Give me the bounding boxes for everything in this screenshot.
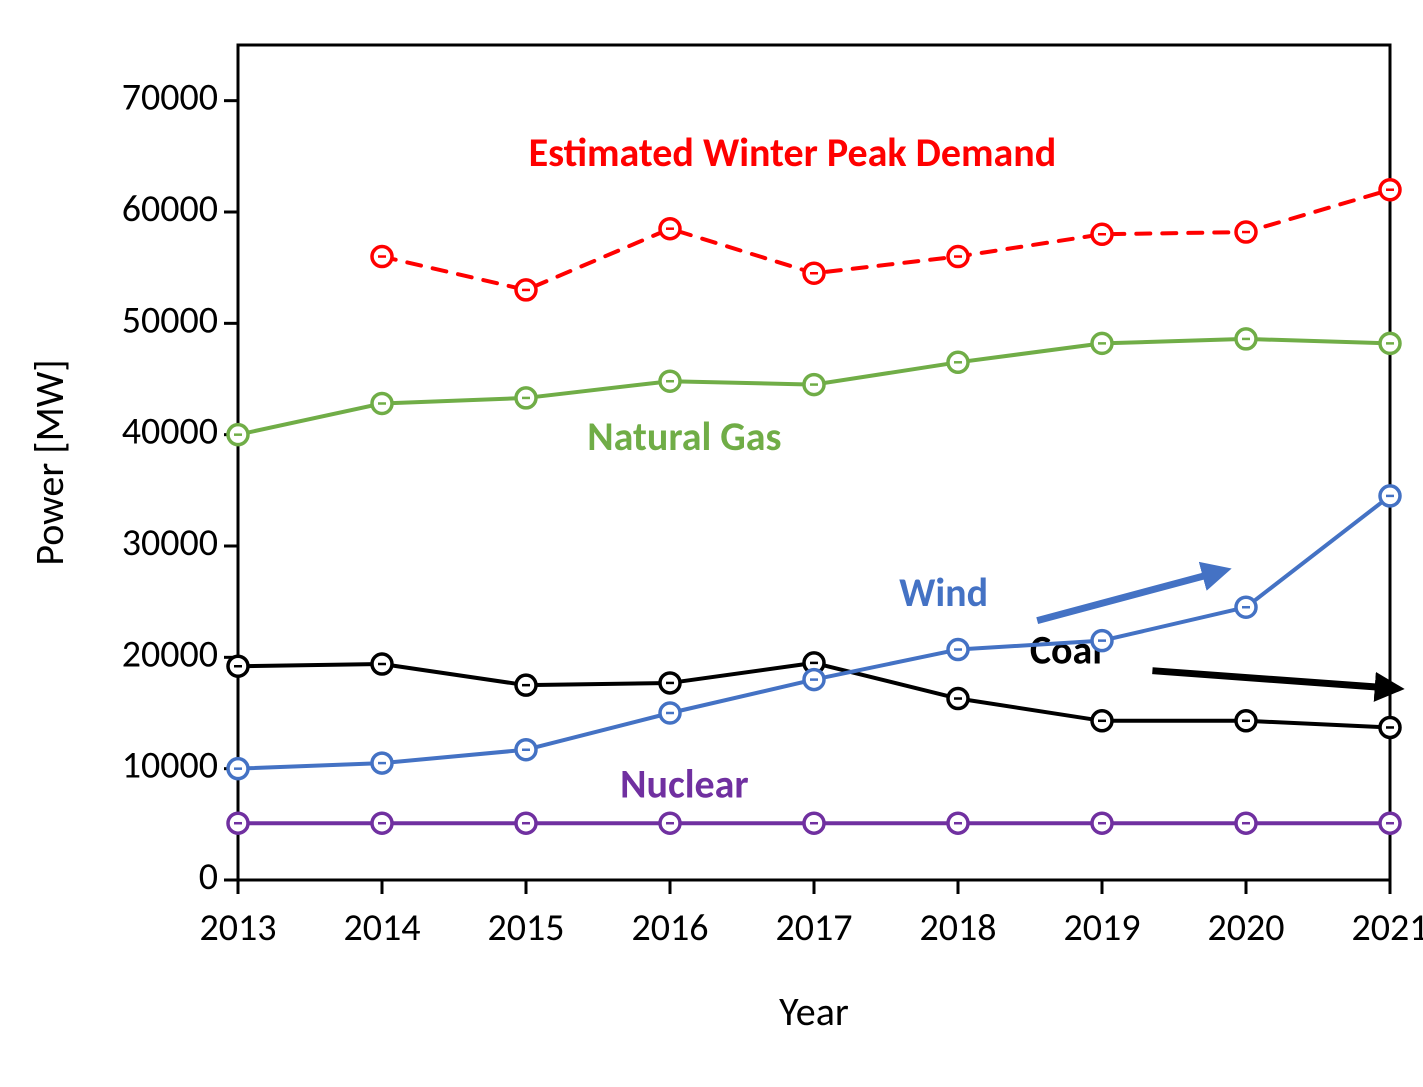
y-tick-label: 20000 <box>122 631 218 677</box>
chart-svg: 2013 2014 2015 2016 2017 2018 2019 2020 2021 Year… <box>0 0 1423 1087</box>
series-arrow-coal <box>1152 671 1397 689</box>
x-tick-label: 2018 <box>919 905 996 951</box>
y-axis-label: Power [MW] <box>25 359 74 565</box>
x-tick-label: 2019 <box>1063 905 1140 951</box>
series-label-demand: Estimated Winter Peak Demand <box>529 128 1057 177</box>
series-label-coal: Coal <box>1030 626 1102 675</box>
series-label-natural_gas: Natural Gas <box>587 412 781 461</box>
y-tick-label: 0 <box>199 854 218 900</box>
series-arrow-wind <box>1037 570 1224 620</box>
x-axis-label: Year <box>779 987 849 1036</box>
series-label-wind: Wind <box>899 568 988 617</box>
x-tick-label: 2015 <box>487 905 564 951</box>
x-tick-label: 2020 <box>1207 905 1284 951</box>
y-tick-label: 50000 <box>122 297 218 343</box>
x-tick-label: 2017 <box>775 905 852 951</box>
series-line-wind <box>238 496 1390 769</box>
y-tick-label: 60000 <box>122 186 218 232</box>
y-tick-label: 70000 <box>122 75 218 121</box>
y-tick-label: 40000 <box>122 409 218 455</box>
x-tick-label: 2014 <box>343 905 420 951</box>
power-chart: 2013 2014 2015 2016 2017 2018 2019 2020 2021 Year… <box>0 0 1423 1087</box>
y-tick-label: 10000 <box>122 743 218 789</box>
x-tick-label: 2013 <box>199 905 276 951</box>
x-tick-label: 2021 <box>1351 905 1423 951</box>
y-tick-label: 30000 <box>122 520 218 566</box>
x-tick-label: 2016 <box>631 905 708 951</box>
series-label-nuclear: Nuclear <box>620 759 748 808</box>
